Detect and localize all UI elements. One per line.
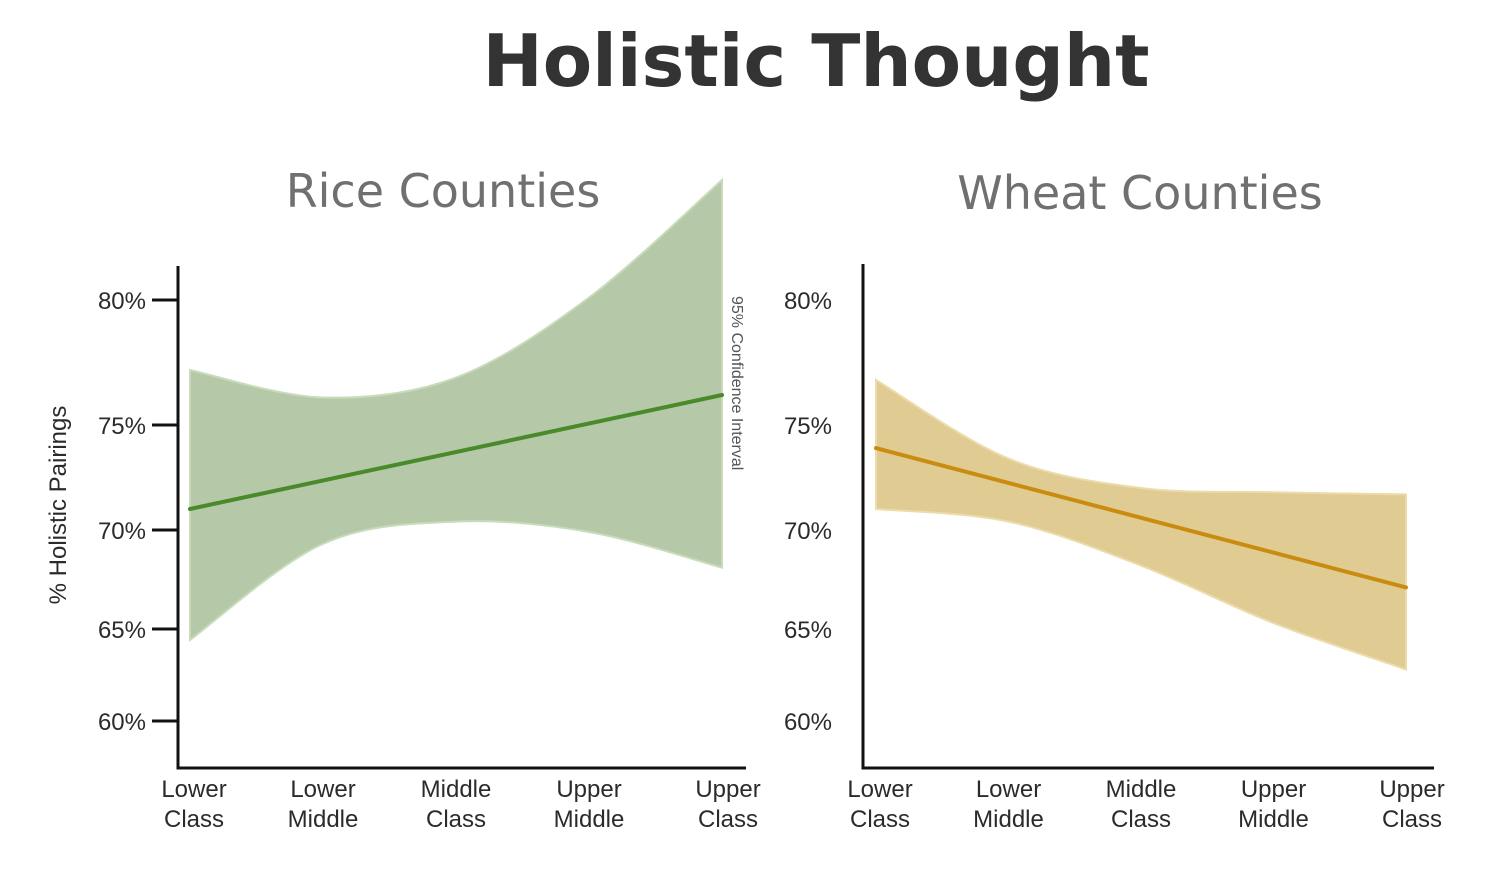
- wheat-panel-title: Wheat Counties: [957, 166, 1322, 220]
- wheat-confidence-band: [875, 378, 1407, 671]
- wheat-y-tick-label: 65%: [784, 617, 832, 644]
- wheat-counties-panel: Wheat Counties 60% 65% 70% 75% 80% Lower Class L…: [784, 166, 1445, 833]
- wheat-y-tick-label: 70%: [784, 518, 832, 545]
- wheat-y-tick-label: 75%: [784, 413, 832, 440]
- rice-y-tick-label: 75%: [98, 413, 146, 440]
- rice-y-tick-label: 80%: [98, 288, 146, 315]
- wheat-x-tick-label: Lower Class: [847, 776, 912, 833]
- wheat-y-tick-label: 80%: [784, 288, 832, 315]
- wheat-x-tick-label: Lower Middle: [973, 776, 1044, 833]
- rice-confidence-band: [189, 177, 723, 642]
- rice-y-tick-label: 60%: [98, 709, 146, 736]
- confidence-interval-label: 95% Confidence Interval: [728, 296, 745, 470]
- wheat-y-tick-label: 60%: [784, 709, 832, 736]
- wheat-x-tick-label: Upper Class: [1379, 776, 1444, 833]
- wheat-x-tick-label: Upper Middle: [1238, 776, 1309, 833]
- rice-x-tick-label: Upper Class: [695, 776, 760, 833]
- wheat-trend-line: [874, 446, 1408, 590]
- rice-y-tick-label: 65%: [98, 617, 146, 644]
- rice-panel-title: Rice Counties: [286, 164, 601, 218]
- y-axis-label: % Holistic Pairings: [45, 406, 72, 605]
- rice-x-tick-label: Upper Middle: [554, 776, 625, 833]
- rice-counties-panel: Rice Counties 60% 65% 70% 75% 80% Lower Class Lo…: [98, 164, 761, 833]
- rice-trend-line: [188, 393, 724, 511]
- rice-x-tick-label: Middle Class: [421, 776, 492, 833]
- rice-x-tick-label: Lower Middle: [288, 776, 359, 833]
- figure-title: Holistic Thought: [482, 19, 1149, 103]
- rice-x-tick-label: Lower Class: [161, 776, 226, 833]
- rice-y-tick-label: 70%: [98, 518, 146, 545]
- wheat-x-tick-label: Middle Class: [1106, 776, 1177, 833]
